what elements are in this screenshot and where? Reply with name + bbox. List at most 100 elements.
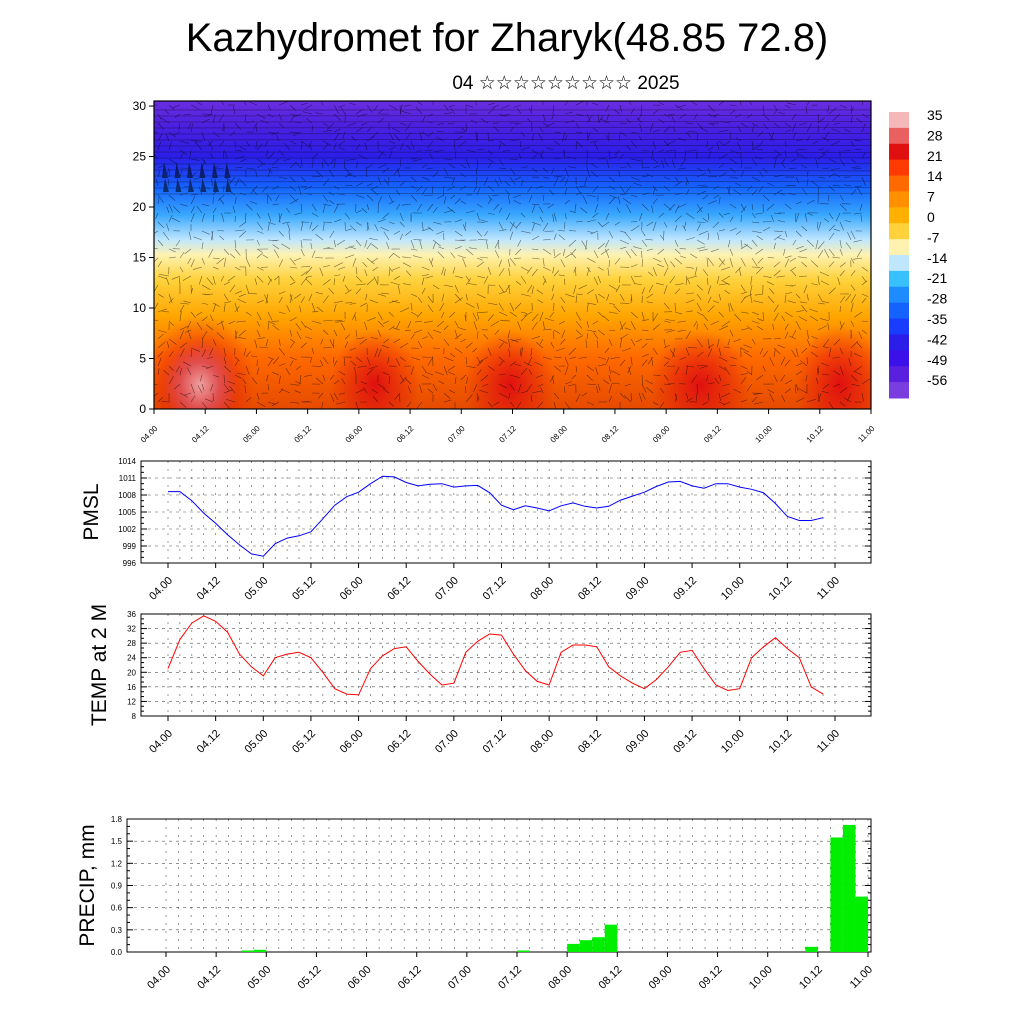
wind-barb — [534, 361, 544, 367]
heatmap-warm-spot — [795, 325, 871, 409]
wind-barb — [568, 239, 577, 247]
wind-barb — [239, 179, 247, 187]
wind-barb — [558, 274, 566, 277]
wind-barb — [436, 230, 445, 235]
wind-barb — [410, 194, 418, 202]
wind-flag — [224, 162, 231, 178]
wind-barb — [346, 173, 357, 178]
wind-barb — [283, 158, 291, 162]
wind-barb — [552, 330, 555, 340]
wind-barb — [289, 104, 296, 111]
wind-barb — [157, 341, 166, 349]
wind-barb — [861, 280, 868, 286]
wind-barb — [806, 293, 809, 301]
wind-barb — [234, 290, 242, 295]
wind-barb — [773, 122, 780, 128]
wind-barb — [287, 223, 291, 232]
wind-barb — [454, 135, 463, 142]
wind-barb — [658, 212, 665, 218]
colorbar-swatch — [889, 127, 909, 145]
wind-barb — [630, 140, 638, 149]
wind-barb — [685, 266, 694, 269]
wind-barb — [630, 311, 638, 319]
wind-barb — [625, 145, 632, 151]
wind-barb — [784, 230, 788, 238]
wind-barb — [660, 234, 665, 241]
wind-barb — [665, 318, 676, 322]
wind-barb — [498, 140, 507, 147]
wind-barb — [366, 223, 369, 232]
wind-barb — [735, 182, 742, 187]
wind-barb — [773, 349, 776, 358]
wind-barb — [487, 314, 494, 322]
wind-barb — [316, 306, 324, 313]
wind-barb — [560, 259, 566, 268]
wind-barb — [300, 342, 307, 349]
wind-barb — [243, 347, 247, 356]
wind-barb — [237, 298, 247, 304]
wind-barb — [535, 374, 544, 379]
wind-barb — [480, 219, 489, 223]
wind-barb — [542, 279, 547, 286]
wind-barb — [204, 293, 214, 295]
wind-barb — [179, 252, 185, 259]
x-tick-label: 05.00 — [242, 575, 270, 603]
colorbar-label: -49 — [927, 352, 947, 368]
wind-barb — [227, 275, 236, 282]
wind-barb — [487, 194, 493, 201]
wind-barb — [855, 148, 863, 151]
wind-barb — [476, 311, 480, 320]
wind-barb — [553, 270, 560, 277]
wind-barb — [624, 231, 632, 241]
wind-barb — [421, 131, 429, 137]
wind-barb — [267, 113, 274, 118]
wind-barb — [795, 212, 800, 223]
wind-barb — [421, 277, 425, 286]
wind-barb — [527, 284, 533, 293]
wind-barb — [381, 344, 390, 349]
wind-barb — [498, 338, 508, 344]
wind-barb — [520, 212, 526, 218]
wind-barb — [595, 367, 599, 376]
wind-barb — [619, 359, 626, 367]
wind-barb — [685, 292, 695, 295]
wind-barb — [721, 280, 731, 286]
x-tick-label: 08.12 — [600, 424, 621, 445]
wind-barb — [651, 205, 654, 214]
wind-barb — [638, 392, 643, 403]
wind-barb — [707, 305, 715, 313]
wind-barb — [432, 329, 442, 333]
wind-barb — [487, 212, 495, 215]
wind-barb — [791, 113, 797, 120]
wind-barb — [168, 365, 174, 371]
wind-barb — [746, 325, 753, 331]
wind-barb — [322, 122, 329, 127]
wind-barb — [696, 190, 707, 196]
wind-barb — [465, 210, 475, 214]
wind-barb — [168, 376, 174, 385]
wind-barb — [678, 167, 687, 170]
x-tick-label: 06.12 — [385, 728, 413, 756]
wind-barb — [289, 161, 297, 169]
wind-barb — [828, 158, 837, 163]
y-tick-label: 1014 — [118, 457, 136, 466]
wind-barb — [210, 314, 214, 322]
wind-barb — [427, 388, 434, 394]
precip-bar — [253, 949, 267, 952]
colorbar-swatch — [889, 175, 909, 192]
wind-barb — [256, 252, 263, 259]
wind-barb — [812, 140, 819, 145]
wind-barb — [828, 185, 836, 192]
wind-barb — [187, 320, 192, 329]
wind-barb — [157, 165, 165, 169]
wind-barb — [585, 239, 588, 250]
wind-barb — [410, 185, 417, 189]
wind-barb — [740, 239, 743, 249]
wind-barb — [382, 371, 390, 376]
wind-barb — [856, 117, 863, 124]
wind-barb — [564, 365, 569, 376]
wind-barb — [663, 158, 669, 168]
wind-barb — [817, 392, 820, 402]
x-tick-label: 05.00 — [242, 728, 270, 756]
colorbar-label: 28 — [927, 127, 943, 143]
